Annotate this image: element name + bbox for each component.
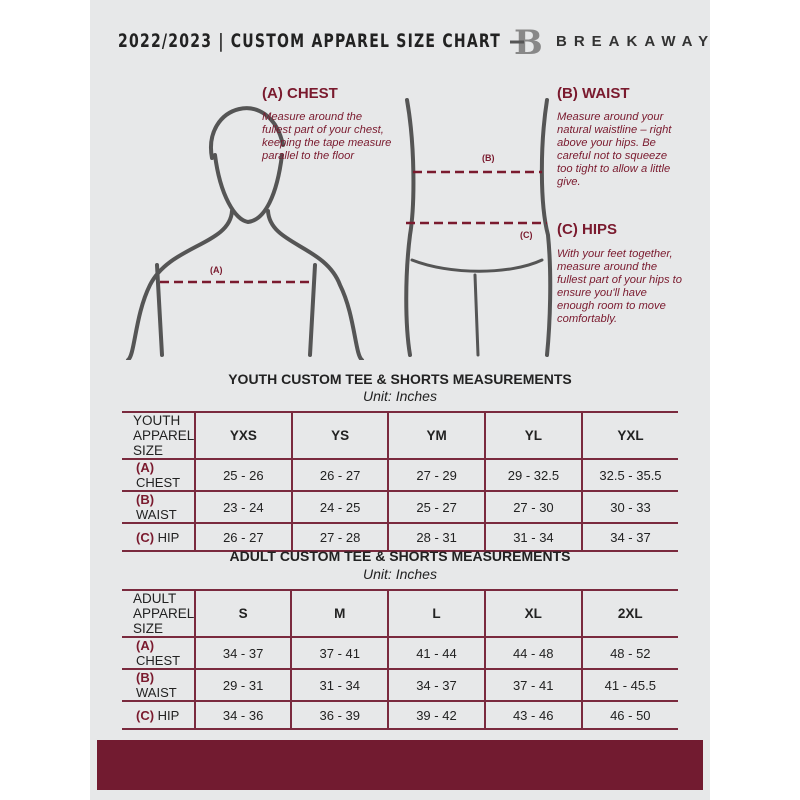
value-cell: 26 - 27	[193, 522, 292, 552]
value-cell: 44 - 48	[483, 636, 582, 670]
marker-c: (C)	[520, 230, 533, 240]
row-label: (B) WAIST	[122, 490, 195, 524]
row-letter: (A)	[136, 638, 155, 653]
waist-description: Measure around your natural waistline – …	[557, 111, 672, 188]
table-row: (A) CHEST 34 - 37 37 - 41 41 - 44 44 - 48 48 …	[122, 636, 678, 670]
row-label: (C) HIP	[122, 700, 195, 730]
table-row: (C) HIP 26 - 27 27 - 28 28 - 31 31 - 34 34 - …	[122, 522, 678, 552]
adult-unit: Unit: Inches	[363, 566, 437, 582]
youth-unit: Unit: Inches	[363, 388, 437, 404]
value-cell: 27 - 28	[290, 522, 389, 552]
value-cell: 26 - 27	[290, 458, 389, 492]
value-cell: 41 - 45.5	[580, 668, 678, 702]
adult-size-table: ADULT APPAREL SIZE S M L XL 2XL (A) CHEST 34 - …	[122, 589, 678, 730]
value-cell: 39 - 42	[387, 700, 485, 730]
value-cell: 34 - 37	[387, 668, 485, 702]
header-cell: S	[193, 589, 292, 638]
header-row: ADULT APPAREL SIZE S M L XL 2XL	[122, 589, 678, 638]
row-name: WAIST	[136, 507, 177, 522]
value-cell: 28 - 31	[387, 522, 485, 552]
table-row: (B) WAIST 23 - 24 24 - 25 25 - 27 27 - 30 30 …	[122, 490, 678, 524]
row-letter: (B)	[136, 492, 155, 507]
table-row: (C) HIP 34 - 36 36 - 39 39 - 42 43 - 46 46 - …	[122, 700, 678, 730]
row-letter: (A)	[136, 460, 155, 475]
value-cell: 37 - 41	[483, 668, 582, 702]
value-cell: 25 - 27	[387, 490, 485, 524]
table-row: (B) WAIST 29 - 31 31 - 34 34 - 37 37 - 41 41 …	[122, 668, 678, 702]
value-cell: 25 - 26	[193, 458, 292, 492]
header-cell: YM	[387, 411, 485, 460]
row-letter: (B)	[136, 670, 155, 685]
page-title: 2022/2023 | CUSTOM APPAREL SIZE CHART	[118, 30, 502, 52]
value-cell: 23 - 24	[193, 490, 292, 524]
header-cell: YXL	[580, 411, 678, 460]
chest-heading: (A) CHEST	[262, 85, 338, 102]
value-cell: 46 - 50	[580, 700, 678, 730]
row-name: HIP	[157, 707, 180, 723]
value-cell: 24 - 25	[290, 490, 389, 524]
header-cell: YXS	[193, 411, 292, 460]
header-cell: YL	[483, 411, 582, 460]
value-cell: 36 - 39	[290, 700, 389, 730]
hips-description: With your feet together, measure around …	[557, 248, 682, 325]
row-letter: (C)	[136, 707, 155, 723]
value-cell: 37 - 41	[290, 636, 389, 670]
table-row: (A) CHEST 25 - 26 26 - 27 27 - 29 29 - 32.5 3…	[122, 458, 678, 492]
header-cell: YOUTH APPAREL SIZE	[122, 411, 195, 460]
value-cell: 30 - 33	[580, 490, 678, 524]
value-cell: 29 - 32.5	[483, 458, 582, 492]
marker-a: (A)	[210, 265, 223, 275]
value-cell: 48 - 52	[580, 636, 678, 670]
header-cell: ADULT APPAREL SIZE	[122, 589, 195, 638]
header-row: YOUTH APPAREL SIZE YXS YS YM YL YXL	[122, 411, 678, 460]
chest-description: Measure around the fullest part of your …	[262, 111, 392, 162]
row-letter: (C)	[136, 529, 155, 545]
value-cell: 43 - 46	[483, 700, 582, 730]
value-cell: 34 - 37	[193, 636, 292, 670]
youth-table-title: YOUTH CUSTOM TEE & SHORTS MEASUREMENTS	[228, 371, 572, 387]
footer-band	[97, 740, 703, 790]
value-cell: 41 - 44	[387, 636, 485, 670]
value-cell: 34 - 37	[580, 522, 678, 552]
value-cell: 31 - 34	[483, 522, 582, 552]
row-label: (A) CHEST	[122, 458, 195, 492]
waist-heading: (B) WAIST	[557, 85, 630, 102]
row-label: (B) WAIST	[122, 668, 195, 702]
adult-table-title: ADULT CUSTOM TEE & SHORTS MEASUREMENTS	[229, 548, 571, 564]
value-cell: 31 - 34	[290, 668, 389, 702]
value-cell: 27 - 30	[483, 490, 582, 524]
row-label: (A) CHEST	[122, 636, 195, 670]
header-cell: YS	[290, 411, 389, 460]
row-name: WAIST	[136, 685, 177, 700]
row-label: (C) HIP	[122, 522, 195, 552]
row-name: CHEST	[136, 475, 181, 490]
row-name: CHEST	[136, 653, 181, 668]
value-cell: 34 - 36	[193, 700, 292, 730]
marker-b: (B)	[482, 153, 495, 163]
header-cell: XL	[483, 589, 582, 638]
value-cell: 29 - 31	[193, 668, 292, 702]
row-name: HIP	[157, 529, 180, 545]
header-cell: M	[290, 589, 389, 638]
value-cell: 27 - 29	[387, 458, 485, 492]
breakaway-logo: B	[510, 24, 543, 60]
youth-size-table: YOUTH APPAREL SIZE YXS YS YM YL YXL (A) CHEST 2…	[122, 411, 678, 552]
hips-heading: (C) HIPS	[557, 221, 617, 238]
header-cell: 2XL	[580, 589, 678, 638]
body-illustration	[126, 98, 553, 360]
brand-name: BREAKAWAY	[556, 33, 716, 50]
value-cell: 32.5 - 35.5	[580, 458, 678, 492]
header-cell: L	[387, 589, 485, 638]
